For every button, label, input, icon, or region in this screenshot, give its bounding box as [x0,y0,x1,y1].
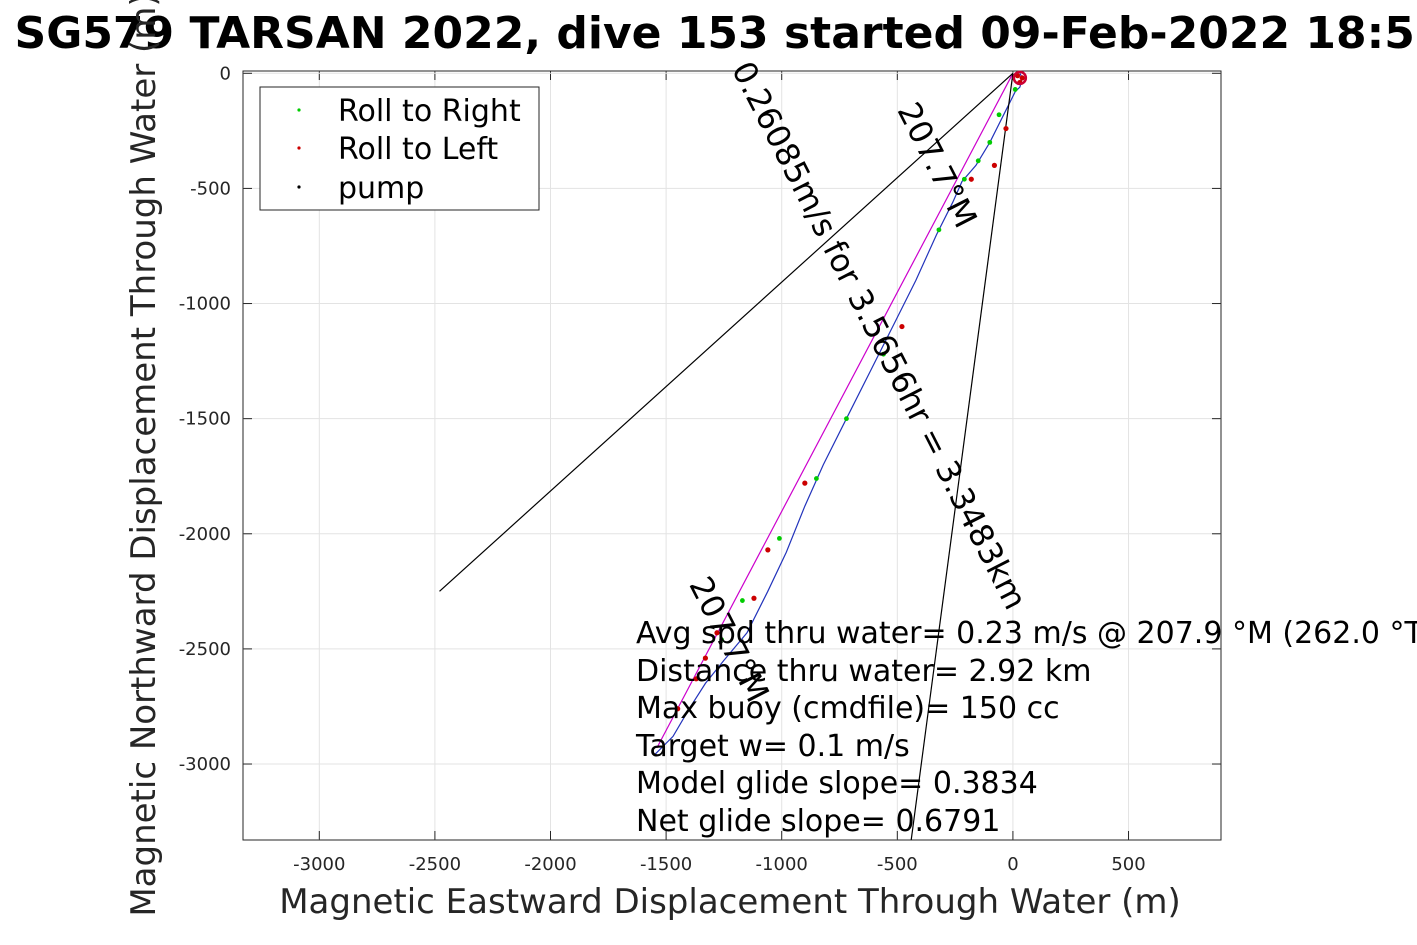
roll-right-point [987,139,993,145]
x-tick-label: -3000 [293,854,345,875]
dive-start-marker [1012,70,1028,86]
roll-left-point [693,676,699,682]
x-tick-label: -500 [877,854,918,875]
roll-left-point [765,547,771,553]
series-line-track [654,73,1023,756]
legend-label-roll-left: Roll to Left [338,132,498,167]
annotation-block: Avg spd thru water= 0.23 m/s @ 207.9 °M … [635,616,1417,839]
roll-left-point [968,176,974,182]
series-lines [439,72,1023,841]
x-tick-label: -2000 [524,854,576,875]
y-axis-label: Magnetic Northward Displacement Through … [124,0,164,917]
x-tick-label: -1500 [640,854,692,875]
roll-right-point [813,476,819,481]
roll-right-point [844,416,849,422]
chart-title: SG579 TARSAN 2022, dive 153 started 09-F… [15,8,1417,59]
x-tick-label: 0 [1007,854,1018,875]
legend-marker-roll-left [297,146,301,150]
series-markers [675,70,1028,712]
annotation-target-w: Target w= 0.1 m/s [635,729,910,764]
y-tick-label: 0 [220,63,231,84]
x-tick-label: -1000 [756,854,808,875]
roll-left-point [675,706,681,712]
roll-left-point [751,595,757,601]
grid [243,71,1221,840]
roll-left-point [899,323,905,330]
roll-right-point [1012,87,1018,92]
roll-left-point [714,630,720,636]
roll-left-point [1019,75,1025,81]
y-tick-label: -2500 [179,639,231,660]
y-tick-label: -1000 [179,294,231,315]
roll-right-point [776,535,782,541]
series-line-current-line-1 [439,72,1014,592]
y-tick-label: -2000 [179,524,231,545]
y-tick-label: -1500 [179,409,231,430]
roll-right-point [936,227,942,233]
x-tick-label: 500 [1111,854,1145,875]
series-line-model [656,73,1014,749]
roll-left-point [1003,125,1009,132]
series-line-current-line-2 [910,73,1014,841]
x-axis-label: Magnetic Eastward Displacement Through W… [279,882,1181,922]
legend-marker-roll-right [297,108,301,112]
annotation-model-glide-slope: Model glide slope= 0.3834 [636,766,1038,801]
x-tick-label: -2500 [409,854,461,875]
legend-box [259,86,540,211]
roll-left-point [802,480,808,486]
roll-right-point [961,176,967,182]
roll-right-point [996,112,1002,118]
legend-label-pump: pump [338,171,424,206]
y-tick-label: -500 [190,178,231,199]
roll-left-point [991,162,998,168]
annotation-distance: Distance thru water= 2.92 km [636,654,1091,689]
y-tick-label: -3000 [179,754,231,775]
roll-right-point [740,598,745,603]
tick-labels: -3000 -2500 -2000 -1500 -1000 -500 0 500 0 -500 -1… [179,63,1146,875]
roll-right-point [881,351,886,357]
annotation-avg-speed: Avg spd thru water= 0.23 m/s @ 207.9 °M … [636,616,1417,651]
legend-label-roll-right: Roll to Right [338,94,521,129]
roll-left-point [702,655,709,661]
annotation-max-buoy: Max buoy (cmdfile)= 150 cc [636,691,1060,726]
legend-marker-pump [297,185,301,189]
roll-right-point [719,637,724,643]
roll-right-point [975,158,981,164]
annotation-net-glide-slope: Net glide slope= 0.6791 [636,804,1000,839]
legend: Roll to Right Roll to Left pump [259,86,540,211]
